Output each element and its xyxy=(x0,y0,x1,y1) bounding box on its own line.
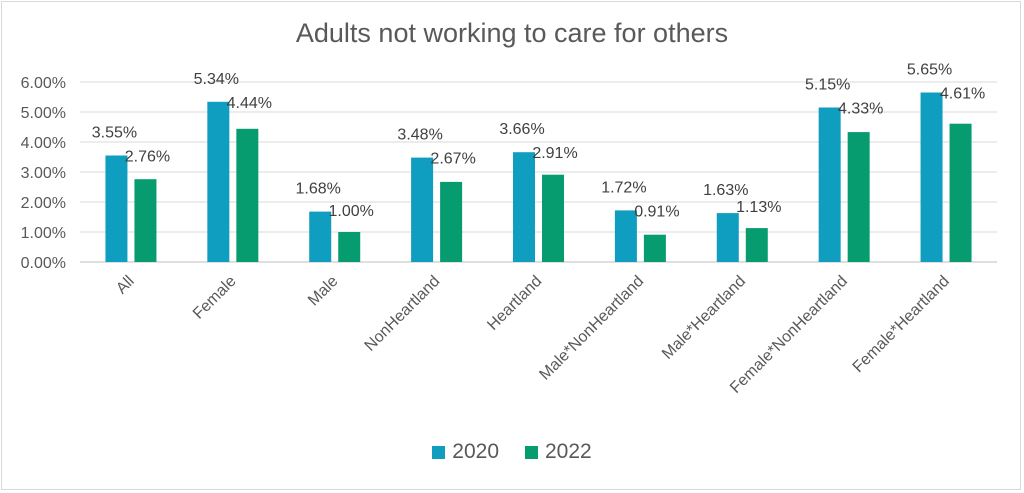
bar-2022 xyxy=(949,123,972,262)
legend-label-2022: 2022 xyxy=(545,440,592,463)
data-label-2020: 5.15% xyxy=(805,77,850,94)
legend-swatch-2020 xyxy=(432,445,446,459)
category-label: Heartland xyxy=(484,273,545,334)
category-label: Male*NonHeartland xyxy=(536,273,647,384)
legend-swatch-2022 xyxy=(525,445,538,459)
data-label-2022: 2.67% xyxy=(430,151,475,168)
legend-item-2020: 2020 xyxy=(432,440,499,464)
bar-2022 xyxy=(236,128,259,262)
category-label: Female*Heartland xyxy=(850,273,953,376)
data-label-2020: 3.66% xyxy=(499,121,544,138)
category-label: Male*Heartland xyxy=(659,273,749,363)
bar-2022 xyxy=(440,181,463,262)
data-label-2022: 1.13% xyxy=(736,199,781,216)
bar-2022 xyxy=(338,232,361,262)
y-tick-label: 0.00% xyxy=(21,255,66,272)
y-tick-label: 6.00% xyxy=(21,75,66,92)
bar-2020 xyxy=(207,101,230,262)
bar-2020 xyxy=(309,211,332,262)
data-label-2022: 4.33% xyxy=(838,101,883,118)
category-label: NonHeartland xyxy=(362,273,444,355)
bar-2022 xyxy=(847,132,870,262)
data-label-2022: 4.61% xyxy=(940,86,985,103)
data-label-2022: 2.91% xyxy=(532,145,577,162)
data-label-2022: 2.76% xyxy=(125,149,170,166)
y-tick-label: 5.00% xyxy=(21,105,66,122)
y-tick-label: 4.00% xyxy=(21,135,66,152)
bar-2022 xyxy=(542,174,564,262)
y-tick-label: 1.00% xyxy=(21,225,66,242)
bar-2020 xyxy=(105,155,128,262)
data-label-2020: 3.48% xyxy=(397,127,442,144)
data-label-2022: 1.00% xyxy=(329,203,374,220)
category-label: All xyxy=(113,273,138,298)
legend: 2020 2022 xyxy=(0,440,1024,464)
bar-2020 xyxy=(513,152,535,262)
bar-2022 xyxy=(134,179,157,262)
data-label-2020: 5.34% xyxy=(194,71,239,88)
data-label-2022: 0.91% xyxy=(634,203,679,220)
bar-2022 xyxy=(745,228,768,262)
y-tick-label: 3.00% xyxy=(21,165,66,182)
category-label: Female xyxy=(190,273,240,323)
bar-2022 xyxy=(643,234,666,262)
data-label-2020: 3.55% xyxy=(92,125,137,142)
data-label-2022: 4.44% xyxy=(227,95,272,112)
category-label: Female*NonHeartland xyxy=(727,273,851,397)
bar-2020 xyxy=(614,210,637,262)
bar-2020 xyxy=(920,92,943,262)
legend-item-2022: 2022 xyxy=(525,440,592,464)
category-label: Male xyxy=(305,273,342,310)
data-label-2020: 1.72% xyxy=(601,179,646,196)
legend-label-2020: 2020 xyxy=(452,440,499,463)
chart-title: Adults not working to care for others xyxy=(295,18,729,48)
y-tick-label: 2.00% xyxy=(21,195,66,212)
data-label-2020: 1.68% xyxy=(296,181,341,198)
bar-2020 xyxy=(716,213,739,262)
data-label-2020: 5.65% xyxy=(907,62,952,79)
data-label-2020: 1.63% xyxy=(703,182,748,199)
bar-2020 xyxy=(818,107,841,262)
bar-2020 xyxy=(411,157,434,262)
